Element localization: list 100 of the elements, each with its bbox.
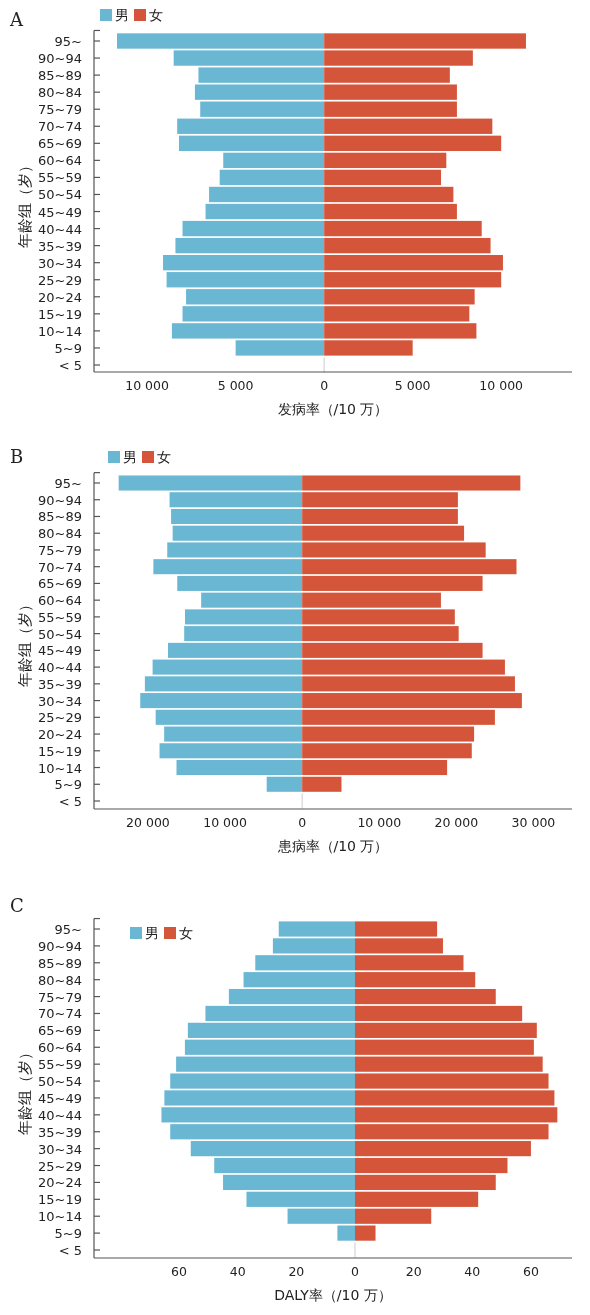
y-tick-label: 85~89	[38, 955, 82, 971]
x-tick-label: 20 000	[434, 815, 479, 830]
y-tick-label: 40~44	[38, 221, 82, 237]
y-tick-label: 35~39	[38, 238, 82, 254]
bar	[354, 955, 464, 971]
bar	[302, 776, 342, 792]
bar	[219, 169, 325, 186]
y-tick-label: 70~74	[38, 1006, 82, 1022]
y-tick-label: 80~84	[38, 85, 82, 101]
y-tick-label: 55~59	[38, 609, 82, 625]
y-tick-label: 10~14	[38, 1209, 82, 1225]
bar	[324, 118, 493, 134]
bar	[324, 220, 482, 237]
y-tick-label: 30~34	[38, 1141, 82, 1157]
x-tick-label: 10 000	[479, 378, 524, 393]
y-tick-label: 75~79	[38, 102, 82, 118]
y-tick-label: 20~24	[38, 1175, 82, 1191]
bar	[324, 289, 475, 305]
bar	[324, 152, 447, 169]
bar	[302, 709, 495, 725]
bar	[302, 642, 483, 658]
bar	[354, 1157, 508, 1174]
y-tick-label: 70~74	[38, 119, 82, 135]
y-tick-label: 75~79	[38, 542, 82, 558]
y-tick-label: 35~39	[38, 1124, 82, 1140]
legend-item: 男	[100, 7, 129, 23]
bar	[354, 1039, 534, 1055]
y-tick-label: 70~74	[38, 559, 82, 575]
y-tick-label: 90~94	[38, 938, 82, 954]
bar	[354, 1022, 537, 1038]
y-tick-label: 10~14	[38, 760, 82, 776]
bar	[354, 1174, 496, 1191]
bar	[324, 203, 457, 220]
y-tick-label: 95~	[54, 476, 82, 491]
bar	[354, 988, 496, 1005]
x-tick-label: 40	[229, 1264, 246, 1279]
y-tick-label: 90~94	[38, 492, 82, 508]
legend-label: 男	[145, 925, 159, 941]
chart-title: A	[9, 9, 24, 30]
bar	[214, 1157, 355, 1174]
chart-title: C	[10, 895, 24, 916]
y-tick-label: 40~44	[38, 1107, 82, 1123]
y-tick-label: 25~29	[38, 710, 82, 726]
legend-label: 女	[157, 449, 171, 465]
y-axis-title: 年龄组（岁）	[16, 597, 34, 687]
y-tick-label: 30~34	[38, 255, 82, 271]
y-tick-label: < 5	[58, 1243, 82, 1258]
bar	[175, 237, 325, 254]
y-tick-label: 60~64	[38, 593, 82, 609]
x-tick-label: 60	[171, 1264, 188, 1279]
bar	[166, 272, 325, 288]
bar	[243, 972, 355, 988]
bar	[186, 289, 325, 305]
y-tick-label: 20~24	[38, 289, 82, 305]
bar	[354, 1005, 523, 1022]
x-tick-label: 10 000	[203, 815, 247, 830]
bar	[324, 186, 454, 203]
bar	[209, 186, 325, 203]
y-tick-label: 75~79	[38, 989, 82, 1005]
x-tick-label: 0	[351, 1264, 360, 1279]
bar	[302, 508, 458, 525]
y-tick-label: 15~19	[38, 743, 82, 759]
legend-item: 男	[108, 449, 137, 465]
y-tick-label: 10~14	[38, 323, 82, 339]
y-tick-label: 50~54	[38, 1074, 82, 1090]
y-tick-label: 40~44	[38, 660, 82, 676]
y-tick-label: 90~94	[38, 51, 82, 67]
bar	[302, 760, 448, 776]
bar	[184, 626, 303, 642]
y-tick-label: 95~	[54, 922, 82, 937]
x-tick-label: 30 000	[511, 815, 556, 830]
x-tick-label: 60	[522, 1264, 539, 1279]
legend-label: 男	[115, 7, 129, 23]
y-axis-title: 年龄组（岁）	[16, 158, 34, 248]
bar	[246, 1191, 355, 1207]
bar	[177, 575, 303, 591]
bar	[354, 1208, 432, 1224]
bar	[163, 255, 325, 271]
y-tick-label: 20~24	[38, 727, 82, 743]
bar	[153, 559, 303, 575]
x-tick-label: 20	[405, 1264, 422, 1279]
y-tick-label: 50~54	[38, 187, 82, 203]
bar	[200, 101, 325, 117]
legend-item: 女	[164, 925, 193, 941]
bar	[302, 575, 483, 591]
legend-label: 男	[123, 449, 137, 465]
x-tick-label: 5 000	[394, 378, 431, 393]
y-tick-label: < 5	[58, 358, 82, 373]
y-tick-label: 65~69	[38, 136, 82, 152]
legend-item: 女	[142, 449, 171, 465]
y-axis-title: 年龄组（岁）	[16, 1044, 34, 1135]
y-tick-label: 5~9	[54, 1226, 82, 1242]
x-tick-label: 40	[464, 1264, 481, 1279]
y-tick-label: 35~39	[38, 676, 82, 692]
bar	[324, 135, 502, 151]
y-tick-label: 65~69	[38, 1023, 82, 1039]
x-axis-title: 发病率（/10 万）	[277, 401, 389, 417]
y-tick-label: 30~34	[38, 693, 82, 709]
y-tick-label: 5~9	[54, 777, 82, 793]
bar	[324, 101, 457, 117]
